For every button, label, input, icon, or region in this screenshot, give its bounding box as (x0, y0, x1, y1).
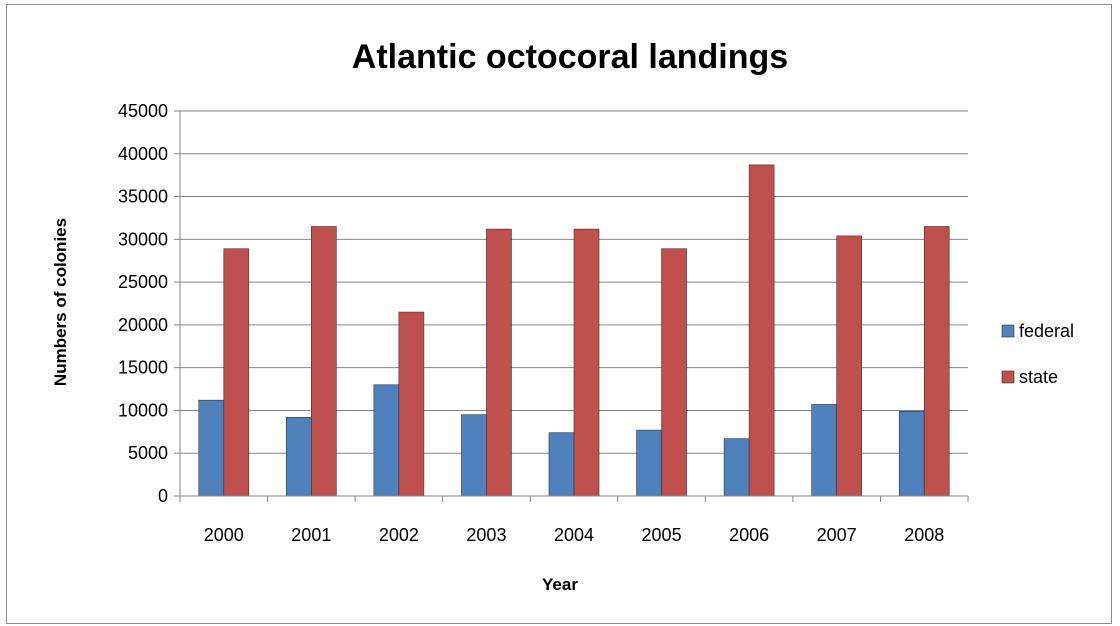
bar-federal-2000 (198, 399, 225, 497)
legend: federal state (1001, 321, 1074, 387)
bar-state-2008 (923, 226, 950, 497)
bar-state-2005 (661, 248, 687, 497)
y-tick-labels: 0 5000 10000 15000 20000 25000 30000 35000 40000… (118, 101, 168, 506)
bar-state-2000 (223, 248, 250, 497)
x-tick-labels: 2000 2001 2002 2003 2004 2005 2006 2007 2008 (204, 525, 944, 545)
y-axis-title: Numbers of colonies (51, 218, 70, 386)
bar-state-2004 (573, 228, 600, 497)
bar-federal-2003 (461, 414, 487, 497)
legend-label-federal: federal (1019, 321, 1074, 341)
y-tick-label: 40000 (118, 144, 168, 164)
y-tick-label: 35000 (118, 187, 168, 207)
bar-state-2002 (398, 311, 425, 497)
bar-state-2007 (836, 235, 862, 497)
bar-federal-2007 (811, 404, 837, 497)
x-tick-label: 2007 (817, 525, 857, 545)
x-tick-label: 2008 (904, 525, 944, 545)
x-axis-title: Year (542, 575, 578, 594)
x-tick-label: 2004 (554, 525, 594, 545)
x-tick-label: 2003 (466, 525, 506, 545)
y-tick-label: 5000 (128, 443, 168, 463)
bar-federal-2008 (898, 410, 925, 497)
chart-title: Atlantic octocoral landings (352, 38, 788, 76)
x-tick-label: 2006 (729, 525, 769, 545)
bars (198, 164, 950, 497)
y-tick-label: 25000 (118, 272, 168, 292)
bar-state-2006 (748, 164, 775, 497)
y-tick-label: 45000 (118, 101, 168, 121)
bar-federal-2002 (373, 384, 400, 497)
x-tick-label: 2000 (204, 525, 244, 545)
y-tick-label: 0 (158, 486, 168, 506)
axes (179, 111, 969, 502)
bar-federal-2006 (723, 438, 750, 497)
bar-federal-2005 (636, 429, 662, 497)
y-tick-label: 10000 (118, 400, 168, 420)
legend-swatch-state (1001, 370, 1015, 384)
legend-label-state: state (1019, 367, 1058, 387)
legend-swatch-federal (1001, 324, 1015, 338)
bar-state-2003 (486, 228, 512, 497)
bar-state-2001 (311, 226, 337, 497)
x-tick-label: 2005 (642, 525, 682, 545)
x-tick-label: 2001 (291, 525, 331, 545)
y-tick-label: 15000 (118, 358, 168, 378)
bar-federal-2004 (548, 432, 575, 497)
y-tick-label: 30000 (118, 229, 168, 249)
x-tick-label: 2002 (379, 525, 419, 545)
y-tick-label: 20000 (118, 315, 168, 335)
bar-federal-2001 (286, 416, 312, 497)
